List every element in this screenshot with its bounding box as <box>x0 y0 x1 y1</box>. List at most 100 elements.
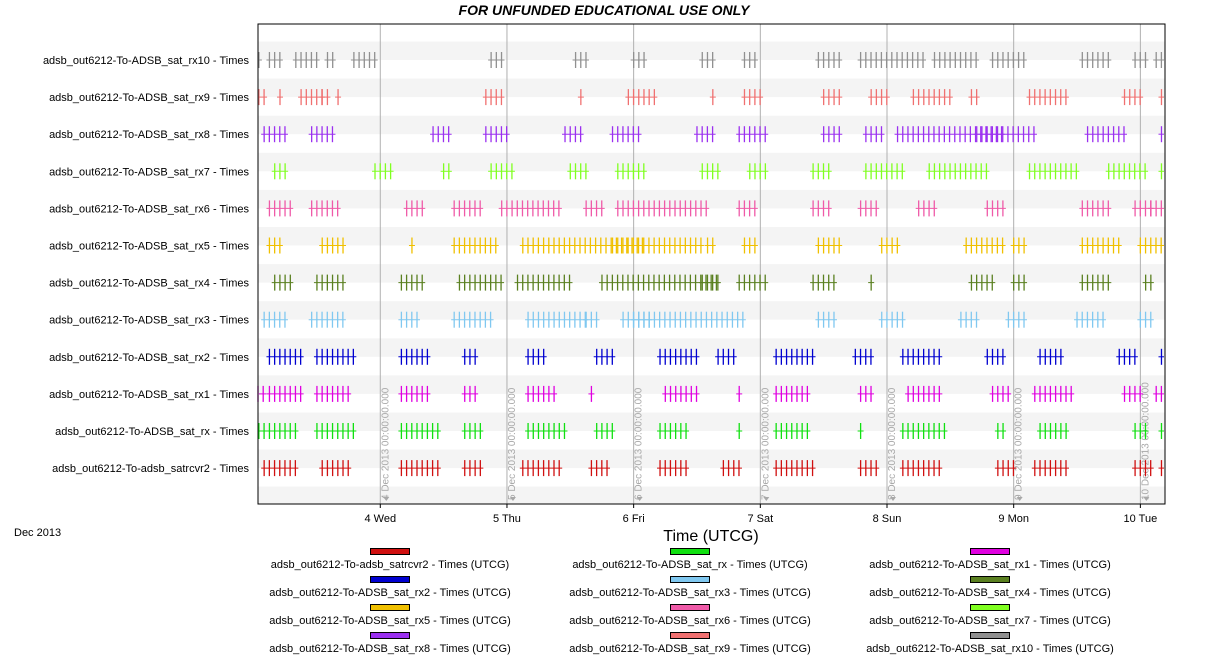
series-row-marks <box>261 311 1154 328</box>
row-band <box>258 115 1165 135</box>
row-label: adsb_out6212-To-adsb_satrcvr2 - Times <box>52 463 249 475</box>
legend-swatch <box>970 576 1010 583</box>
row-label: adsb_out6212-To-ADSB_sat_rx10 - Times <box>43 55 250 67</box>
day-marker-labels: 4 Dec 2013 00:00:00.000 5 Dec 2013 00:00:… <box>380 382 1151 501</box>
day-marker-arrow <box>890 497 897 501</box>
series-row-marks <box>258 423 1164 439</box>
row-label: adsb_out6212-To-ADSB_sat_rx3 - Times <box>49 315 249 327</box>
x-axis-label: Time (UTCG) <box>663 528 758 545</box>
legend-label: adsb_out6212-To-adsb_satrcvr2 - Times (U… <box>270 559 510 571</box>
plot-frame <box>257 23 1166 505</box>
legend-label: adsb_out6212-To-ADSB_sat_rx9 - Times (UT… <box>569 643 811 655</box>
legend-swatch <box>670 632 710 639</box>
legend-label: adsb_out6212-To-ADSB_sat_rx4 - Times (UT… <box>869 587 1111 599</box>
legend-swatch <box>970 604 1010 611</box>
x-axis-ticks: 4 Wed 5 Thu 6 Fri 7 Sat 8 Sun 9 Mon 10 Tue <box>364 504 1157 525</box>
legend-label: adsb_out6212-To-ADSB_sat_rx3 - Times (UT… <box>569 587 811 599</box>
legend-swatch <box>670 576 710 583</box>
legend-item: adsb_out6212-To-ADSB_sat_rx6 - Times (UT… <box>540 604 840 627</box>
legend-item: adsb_out6212-To-ADSB_sat_rx8 - Times (UT… <box>240 632 540 655</box>
legend-swatch <box>370 576 410 583</box>
row-label: adsb_out6212-To-ADSB_sat_rx - Times <box>55 426 249 438</box>
legend-item: adsb_out6212-To-ADSB_sat_rx1 - Times (UT… <box>840 548 1140 571</box>
legend-label: adsb_out6212-To-ADSB_sat_rx5 - Times (UT… <box>269 615 511 627</box>
legend-item: adsb_out6212-To-ADSB_sat_rx5 - Times (UT… <box>240 604 540 627</box>
row-label: adsb_out6212-To-ADSB_sat_rx7 - Times <box>49 166 249 178</box>
legend-item: adsb_out6212-To-ADSB_sat_rx7 - Times (UT… <box>840 604 1140 627</box>
series-row-marks <box>258 89 1164 106</box>
row-label: adsb_out6212-To-ADSB_sat_rx1 - Times <box>49 389 249 401</box>
series-row-marks <box>257 385 1164 402</box>
x-tick-label: 8 Sun <box>873 513 902 525</box>
x-tick-label: 6 Fri <box>623 513 645 525</box>
row-labels: adsb_out6212-To-ADSB_sat_rx10 - Times ads… <box>43 55 250 475</box>
legend-item: adsb_out6212-To-ADSB_sat_rx9 - Times (UT… <box>540 632 840 655</box>
row-band <box>258 78 1165 98</box>
x-tick-label: 10 Tue <box>1124 513 1158 525</box>
row-band <box>258 227 1165 246</box>
x-period-label: Dec 2013 <box>14 527 61 539</box>
day-marker-arrow <box>763 497 770 501</box>
day-marker-label: 4 Dec 2013 00:00:00.000 <box>380 387 391 500</box>
row-label: adsb_out6212-To-ADSB_sat_rx8 - Times <box>49 129 249 141</box>
row-label: adsb_out6212-To-ADSB_sat_rx6 - Times <box>49 203 249 215</box>
series-row-marks <box>271 274 1154 291</box>
day-marker-label: 6 Dec 2013 00:00:00.000 <box>634 387 645 500</box>
row-band <box>258 375 1165 394</box>
legend-swatch <box>370 632 410 639</box>
legend-label: adsb_out6212-To-ADSB_sat_rx6 - Times (UT… <box>569 615 811 627</box>
series-row-marks <box>258 52 1164 68</box>
row-band <box>258 189 1165 209</box>
day-marker-arrow <box>383 497 390 501</box>
legend-swatch <box>970 548 1010 555</box>
chart-title: FOR UNFUNDED EDUCATIONAL USE ONLY <box>459 2 752 18</box>
legend-swatch <box>970 632 1010 639</box>
x-tick-label: 9 Mon <box>998 513 1029 525</box>
legend-label: adsb_out6212-To-ADSB_sat_rx1 - Times (UT… <box>869 559 1111 571</box>
legend-item: adsb_out6212-To-ADSB_sat_rx4 - Times (UT… <box>840 576 1140 599</box>
series-row-marks <box>271 163 1164 180</box>
legend: adsb_out6212-To-adsb_satrcvr2 - Times (U… <box>260 548 1160 656</box>
row-label: adsb_out6212-To-ADSB_sat_rx9 - Times <box>49 92 249 104</box>
day-marker-arrow <box>509 497 516 501</box>
day-marker-arrow <box>636 497 643 501</box>
series-row-marks <box>266 237 1164 254</box>
legend-swatch <box>670 548 710 555</box>
series-row-marks <box>266 200 1164 217</box>
legend-label: adsb_out6212-To-ADSB_sat_rx - Times (UTC… <box>572 559 808 571</box>
legend-label: adsb_out6212-To-ADSB_sat_rx10 - Times (U… <box>866 643 1114 655</box>
series-row-marks <box>261 460 1164 477</box>
day-marker-label: 5 Dec 2013 00:00:00.000 <box>507 387 518 500</box>
day-marker-arrow <box>1143 497 1150 501</box>
day-marker-arrow <box>1016 497 1023 501</box>
day-marker-label: 10 Dec 2013 00:00:00.000 <box>1140 382 1151 500</box>
legend-swatch <box>670 604 710 611</box>
series-row-marks <box>266 348 1164 365</box>
row-band <box>258 412 1165 431</box>
legend-label: adsb_out6212-To-ADSB_sat_rx8 - Times (UT… <box>269 643 511 655</box>
day-marker-label: 9 Dec 2013 00:00:00.000 <box>1014 387 1025 500</box>
legend-item: adsb_out6212-To-ADSB_sat_rx - Times (UTC… <box>540 548 840 571</box>
row-band <box>258 264 1165 283</box>
row-band <box>258 41 1165 60</box>
legend-swatch <box>370 548 410 555</box>
legend-item: adsb_out6212-To-ADSB_sat_rx10 - Times (U… <box>840 632 1140 655</box>
legend-item: adsb_out6212-To-ADSB_sat_rx3 - Times (UT… <box>540 576 840 599</box>
row-label: adsb_out6212-To-ADSB_sat_rx4 - Times <box>49 278 249 290</box>
legend-label: adsb_out6212-To-ADSB_sat_rx7 - Times (UT… <box>869 615 1111 627</box>
row-band <box>258 152 1165 172</box>
series-marks <box>257 52 1164 477</box>
legend-item: adsb_out6212-To-ADSB_sat_rx2 - Times (UT… <box>240 576 540 599</box>
row-band <box>258 486 1165 504</box>
row-label: adsb_out6212-To-ADSB_sat_rx2 - Times <box>49 352 249 364</box>
day-marker-label: 8 Dec 2013 00:00:00.000 <box>887 387 898 500</box>
row-band <box>258 449 1165 469</box>
x-tick-label: 4 Wed <box>364 513 396 525</box>
row-label: adsb_out6212-To-ADSB_sat_rx5 - Times <box>49 241 249 253</box>
series-row-marks <box>261 126 1164 143</box>
legend-label: adsb_out6212-To-ADSB_sat_rx2 - Times (UT… <box>269 587 511 599</box>
legend-item: adsb_out6212-To-adsb_satrcvr2 - Times (U… <box>240 548 540 571</box>
day-marker-label: 7 Dec 2013 00:00:00.000 <box>760 387 771 500</box>
x-tick-label: 5 Thu <box>493 513 521 525</box>
